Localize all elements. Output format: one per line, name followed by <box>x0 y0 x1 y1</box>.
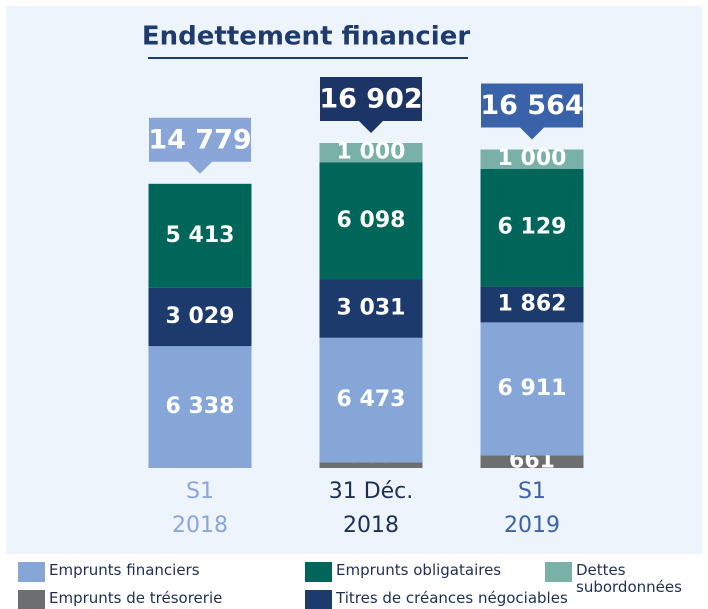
legend-swatch <box>545 562 572 582</box>
data-label: 1 862 <box>498 292 567 317</box>
bar-segment <box>319 279 423 338</box>
legend-swatch <box>18 562 45 582</box>
legend-swatch <box>305 562 332 582</box>
legend-item: Titres de créances négociables <box>305 590 568 609</box>
data-label: 1 000 <box>337 140 406 165</box>
x-tick-label: 2018 <box>172 513 228 538</box>
legend-swatch <box>18 590 45 609</box>
legend-label: Titres de créances négociables <box>336 589 568 607</box>
bar-segment <box>148 346 252 468</box>
legend-item: Dettes subordonnées <box>545 562 682 596</box>
x-tick-label: 2019 <box>504 513 560 538</box>
legend-label: Emprunts de trésorerie <box>49 589 223 607</box>
bar-segment <box>480 168 584 287</box>
legend-item: Emprunts financiers <box>18 562 200 582</box>
total-label: 14 779 <box>148 124 251 155</box>
x-tick-label: 31 Déc. <box>329 479 414 504</box>
bar-segment <box>480 455 584 468</box>
legend-label: Dettes subordonnées <box>576 561 682 596</box>
bar-segment <box>148 183 252 288</box>
data-label: 6 129 <box>498 215 567 240</box>
bar-segment <box>148 287 252 347</box>
data-label: 6 473 <box>337 387 406 412</box>
total-box <box>149 117 251 174</box>
chart-title: Endettement financier <box>142 22 471 52</box>
bar-segment <box>319 143 423 163</box>
x-tick-label: 2018 <box>343 513 399 538</box>
data-label: 6 338 <box>166 394 235 419</box>
legend-item: Emprunts de trésorerie <box>18 590 222 609</box>
data-label: 6 911 <box>498 376 567 401</box>
bar-segment <box>480 149 584 169</box>
data-label: 3 029 <box>166 304 235 329</box>
data-label: 6 098 <box>337 208 406 233</box>
data-label: 5 413 <box>166 223 235 248</box>
bar-segment <box>480 286 584 323</box>
legend-swatch <box>305 590 332 609</box>
bar-segment <box>319 162 423 280</box>
bar-segment <box>480 322 584 456</box>
x-tick-label: S1 <box>186 479 214 504</box>
legend-item: Emprunts obligataires <box>305 562 501 582</box>
bar-segment <box>319 462 423 468</box>
total-box <box>320 77 422 133</box>
total-label: 16 564 <box>480 90 583 121</box>
legend-label: Emprunts financiers <box>49 561 200 579</box>
data-label: 1 000 <box>498 146 567 171</box>
data-label: 3 031 <box>337 296 406 321</box>
legend-label: Emprunts obligataires <box>336 561 502 579</box>
total-box <box>481 83 583 140</box>
bar-segment <box>319 337 423 463</box>
x-tick-label: S1 <box>518 479 546 504</box>
total-label: 16 902 <box>319 84 422 115</box>
